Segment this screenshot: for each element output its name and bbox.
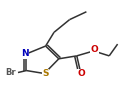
Text: Br: Br xyxy=(6,68,16,77)
Text: S: S xyxy=(42,69,49,78)
Text: O: O xyxy=(91,44,99,54)
Text: N: N xyxy=(21,49,29,58)
Text: O: O xyxy=(78,69,85,78)
